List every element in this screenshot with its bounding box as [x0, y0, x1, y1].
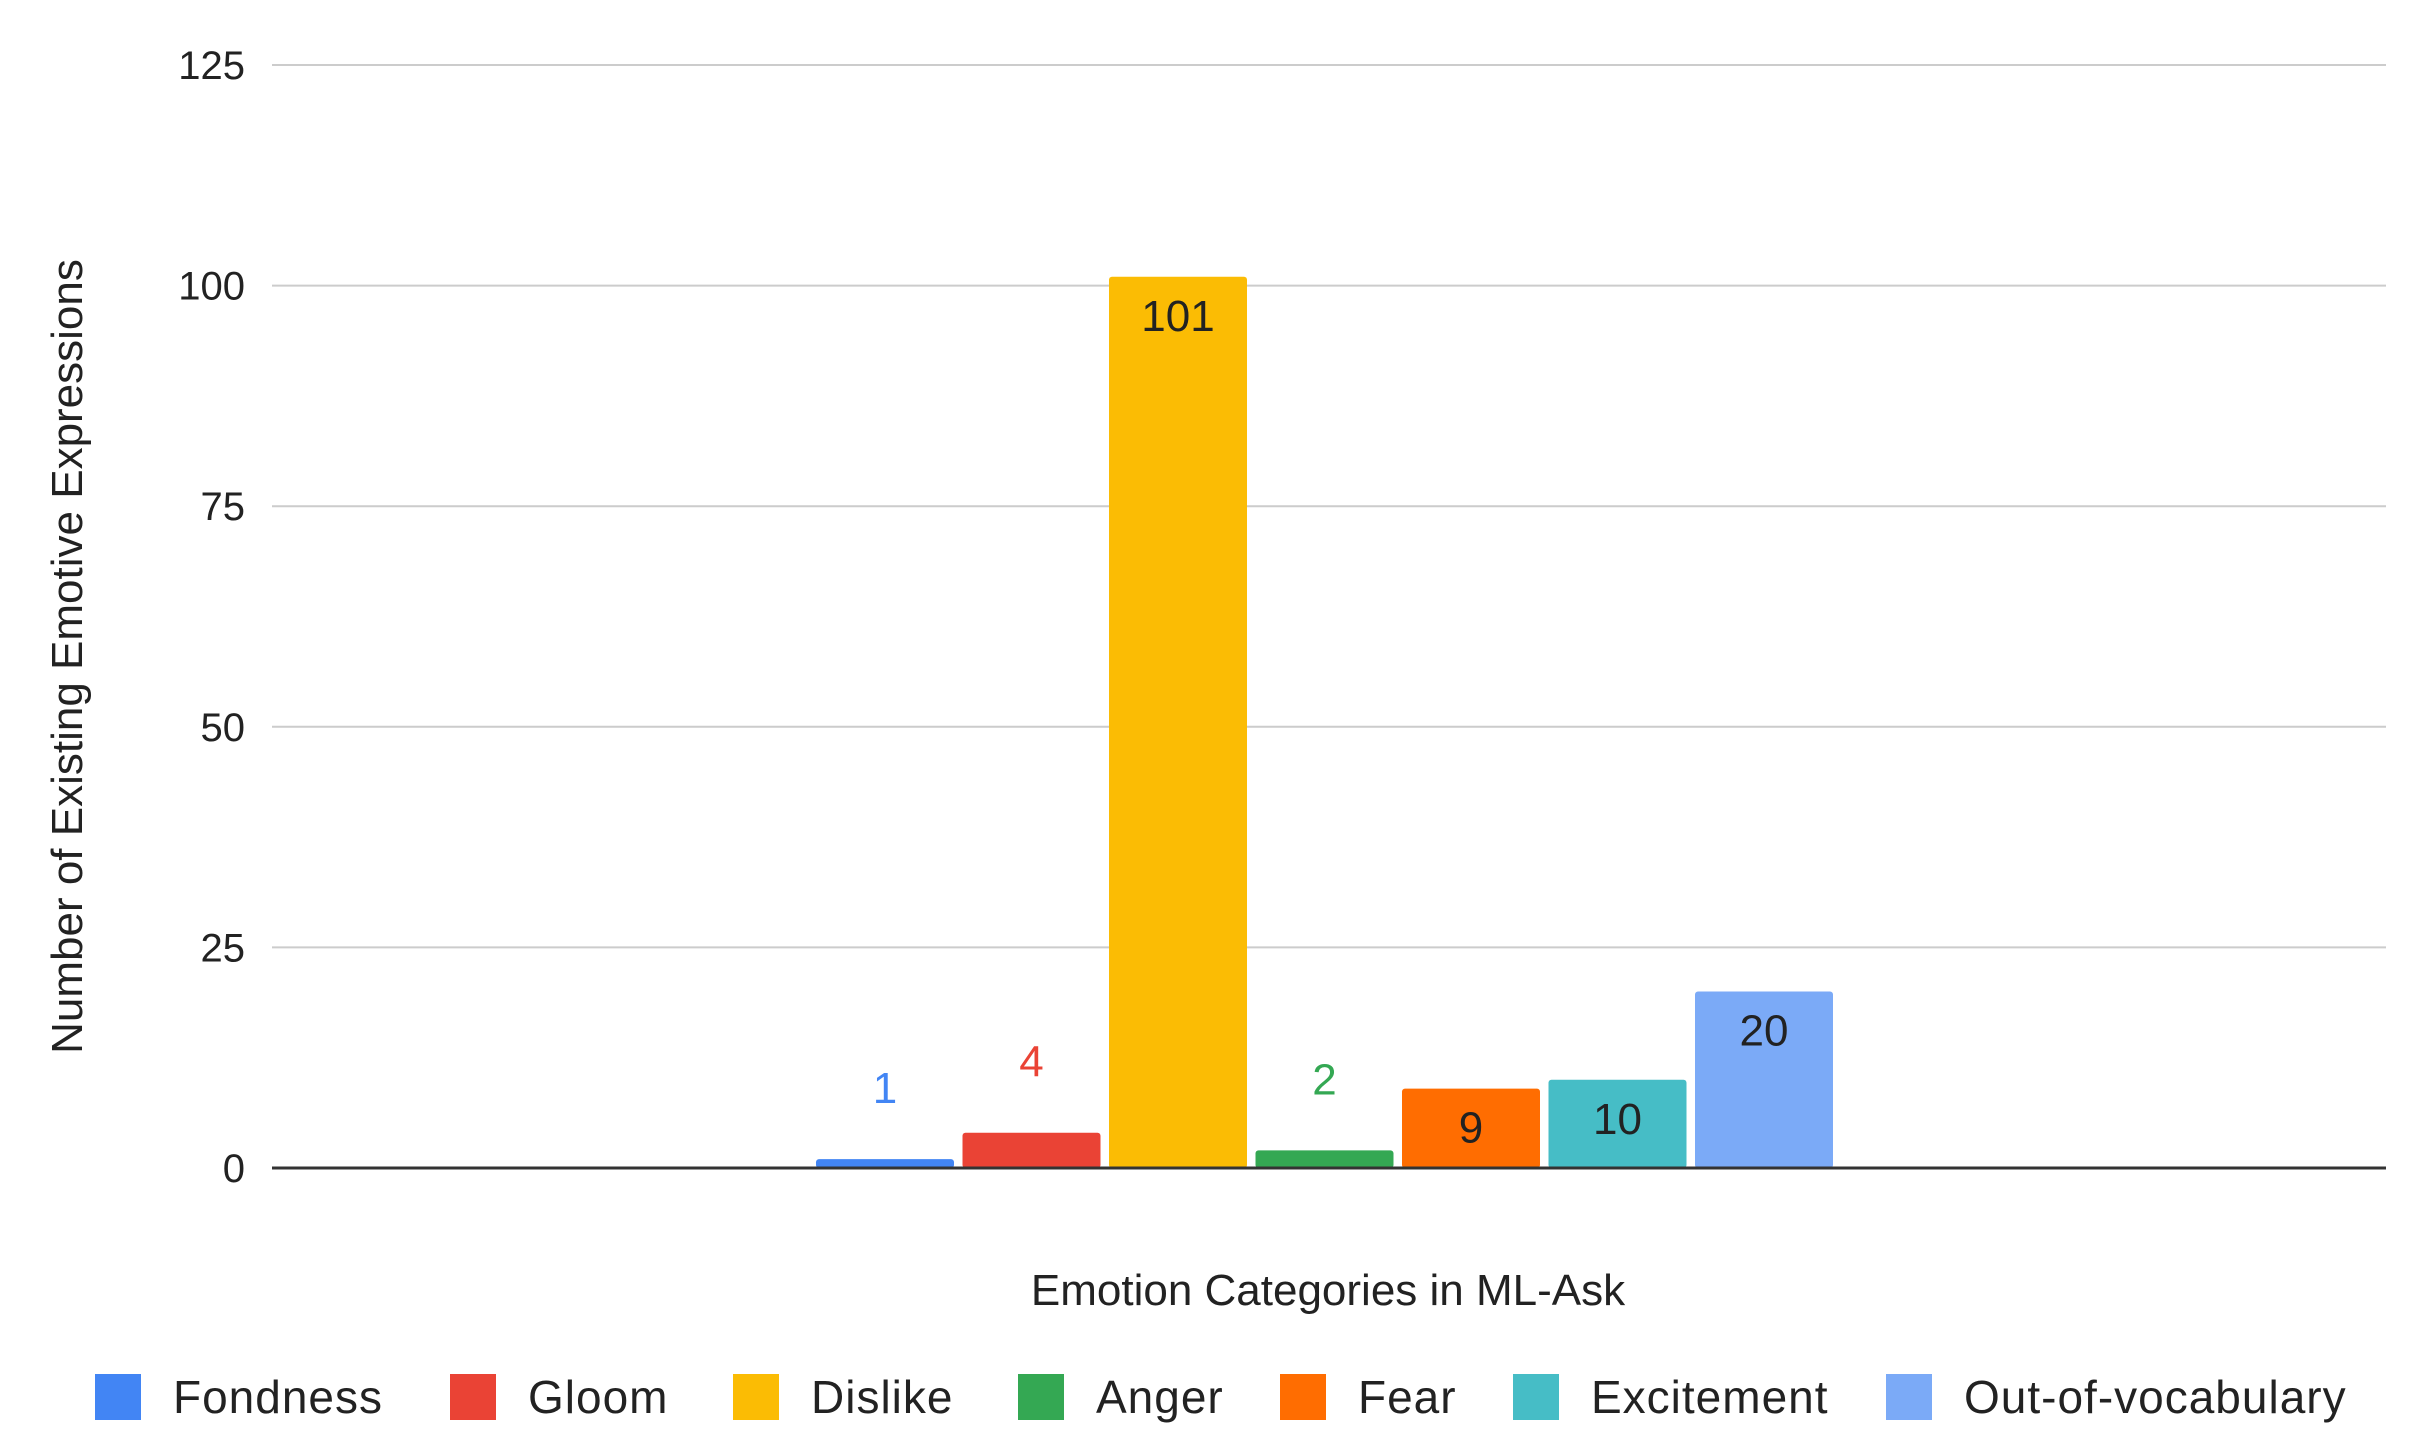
- legend-label-gloom: Gloom: [528, 1371, 668, 1423]
- legend-label-fear: Fear: [1358, 1371, 1457, 1423]
- bar-dislike: [1109, 276, 1247, 1168]
- y-tick-label-75: 75: [201, 485, 246, 529]
- legend-label-anger: Anger: [1096, 1371, 1224, 1423]
- bar-gloom: [962, 1132, 1101, 1168]
- y-tick-label-25: 25: [201, 926, 246, 970]
- legend-label-excitement: Excitement: [1591, 1371, 1829, 1423]
- bars: [816, 276, 1833, 1168]
- legend-swatch-fondness: [95, 1374, 141, 1420]
- legend-label-dislike: Dislike: [811, 1371, 953, 1423]
- bar-fondness: [816, 1159, 954, 1168]
- y-tick-label-125: 125: [178, 44, 245, 88]
- y-axis-tick-labels: 0 25 50 75 100 125: [178, 44, 245, 1191]
- gridlines: [272, 64, 2386, 949]
- bar-fear: [1402, 1088, 1540, 1168]
- legend-swatch-dislike: [733, 1374, 779, 1420]
- x-axis-title: Emotion Categories in ML-Ask: [1031, 1266, 1626, 1315]
- legend: Fondness Gloom Dislike Anger Fear Excitement O…: [95, 1371, 2347, 1423]
- y-tick-label-50: 50: [201, 706, 246, 750]
- data-label-out-of-vocabulary: 20: [1740, 1007, 1789, 1056]
- legend-swatch-fear: [1280, 1374, 1326, 1420]
- legend-swatch-gloom: [450, 1374, 496, 1420]
- legend-swatch-out-of-vocabulary: [1886, 1374, 1932, 1420]
- data-label-excitement: 10: [1593, 1095, 1642, 1144]
- data-label-gloom: 4: [1019, 1038, 1043, 1087]
- legend-label-out-of-vocabulary: Out-of-vocabulary: [1964, 1371, 2347, 1423]
- legend-label-fondness: Fondness: [173, 1371, 383, 1423]
- y-tick-label-0: 0: [223, 1147, 245, 1191]
- data-label-anger: 2: [1312, 1055, 1336, 1104]
- data-label-fear: 9: [1459, 1104, 1483, 1153]
- y-axis-title: Number of Existing Emotive Expressions: [43, 259, 92, 1054]
- bar-excitement: [1548, 1079, 1687, 1168]
- data-labels: 1 4 101 2 9 10 20: [873, 292, 1789, 1153]
- legend-swatch-excitement: [1513, 1374, 1559, 1420]
- bar-out-of-vocabulary: [1695, 991, 1833, 1168]
- data-label-dislike: 101: [1141, 292, 1214, 341]
- bar-anger: [1255, 1150, 1394, 1168]
- data-label-fondness: 1: [873, 1064, 897, 1113]
- y-tick-label-100: 100: [178, 265, 245, 309]
- legend-swatch-anger: [1018, 1374, 1064, 1420]
